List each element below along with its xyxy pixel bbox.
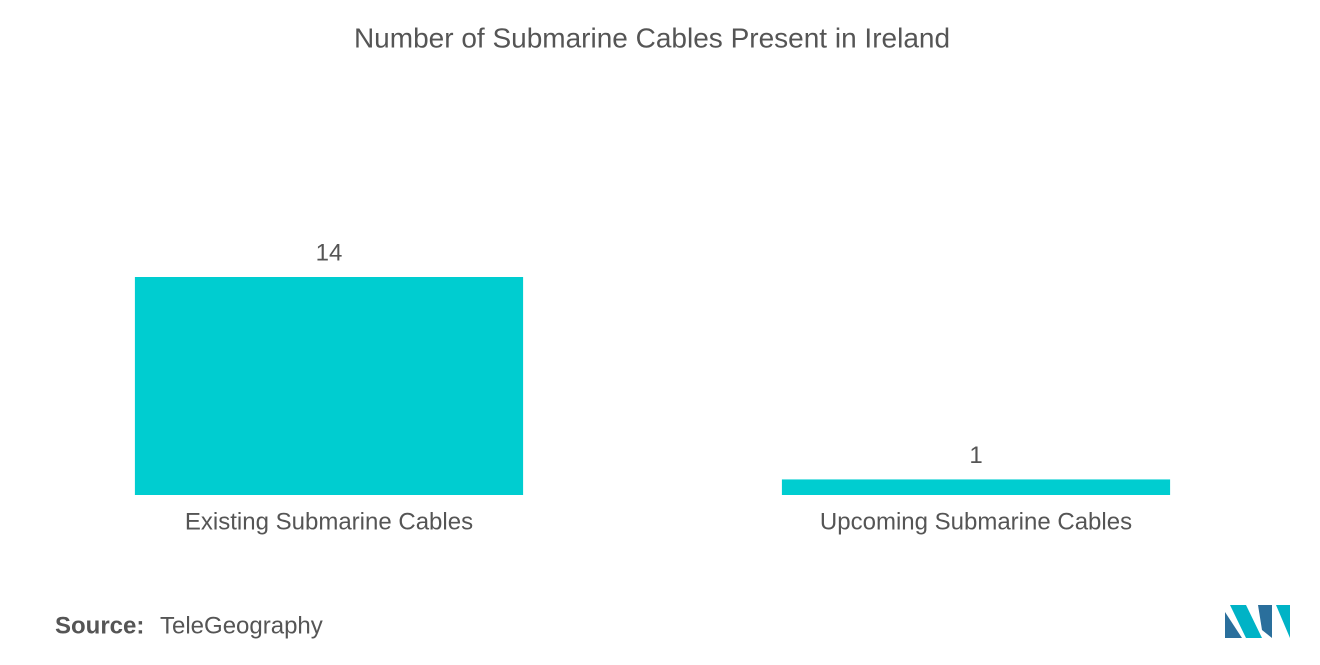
value-label: 14 [316,239,343,266]
x-tick-label: Existing Submarine Cables [185,508,473,535]
logo-shape [1276,605,1290,638]
logo [1225,605,1290,638]
source: TeleGeography [160,612,323,639]
chart-title: Number of Submarine Cables Present in Ir… [354,22,950,53]
logo-shape [1230,605,1262,638]
logo-shape [1258,605,1272,638]
bar [781,479,1171,495]
source-label: Source: [55,612,144,639]
bar [134,277,524,495]
x-tick-label: Upcoming Submarine Cables [820,508,1132,535]
value-label: 1 [969,442,982,469]
logo-shape [1225,612,1242,638]
